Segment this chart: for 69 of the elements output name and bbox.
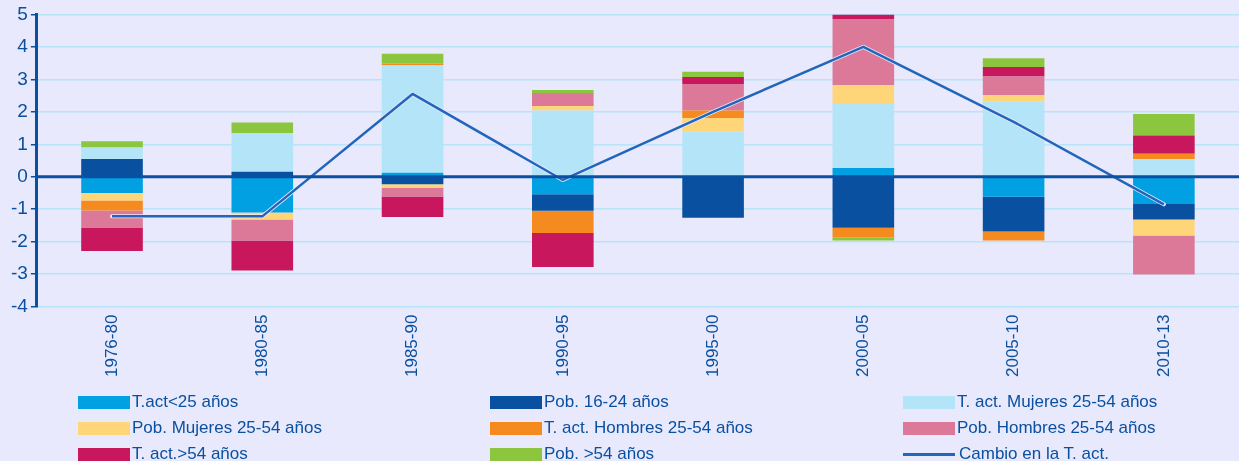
bar [381, 184, 444, 189]
legend-label: T. act.>54 años [132, 444, 248, 461]
x-tick-label: 1980-85 [251, 314, 271, 377]
bar [532, 232, 594, 267]
legend-label: Cambio en la T. act. [959, 444, 1109, 461]
bar [682, 77, 744, 84]
bar [532, 194, 594, 211]
bar [1133, 235, 1195, 275]
bar [81, 147, 143, 159]
bar [231, 177, 294, 213]
bar [532, 177, 594, 195]
bar [532, 92, 594, 106]
bar [982, 67, 1045, 77]
x-tick-label: 1995-00 [702, 314, 722, 377]
y-tick-label: 4 [17, 35, 29, 57]
bar [982, 177, 1045, 197]
x-tick-label: 2010-13 [1153, 314, 1173, 377]
bar [532, 210, 594, 233]
y-tick-label: -2 [10, 229, 28, 251]
legend-label: T.act<25 años [132, 392, 239, 412]
bar [81, 227, 143, 252]
legend-label: Pob. Hombres 25-54 años [957, 418, 1156, 438]
bar [1133, 135, 1195, 154]
y-tick-label: 1 [17, 132, 28, 154]
bar [1133, 158, 1195, 176]
bar [982, 196, 1045, 232]
x-tick-label: 1990-95 [552, 314, 572, 377]
bar [81, 192, 143, 201]
bar [381, 196, 444, 217]
x-tick-label: 1985-90 [402, 314, 422, 377]
bar [1133, 204, 1195, 220]
bar [982, 231, 1045, 241]
bar [532, 90, 594, 93]
y-tick-label: -3 [10, 262, 28, 284]
y-tick-label: 0 [17, 164, 28, 186]
bar [832, 237, 895, 241]
bar [982, 76, 1045, 96]
bar [1133, 114, 1195, 136]
bar [231, 219, 294, 241]
bar [832, 18, 895, 86]
y-tick-label: 2 [17, 100, 28, 122]
bar [81, 141, 143, 148]
bar [1133, 153, 1195, 159]
legend-label: Pob. Mujeres 25-54 años [132, 418, 322, 438]
bar [1133, 219, 1195, 236]
bar [682, 71, 744, 78]
bar [381, 53, 444, 64]
x-tick-label: 1976-80 [101, 314, 121, 377]
legend-label: Pob. 16-24 años [544, 392, 669, 412]
bar [81, 200, 143, 211]
y-tick-label: 5 [17, 2, 28, 24]
legend-label: T. act. Hombres 25-54 años [544, 418, 753, 438]
bar [832, 85, 895, 105]
x-tick-label: 2005-10 [1003, 314, 1023, 377]
bar [982, 95, 1045, 102]
bar [832, 227, 895, 238]
legend-label: Pob. >54 años [544, 444, 655, 461]
bar [231, 240, 294, 271]
bar [381, 188, 444, 197]
bar [231, 122, 294, 134]
y-tick-label: 3 [17, 67, 28, 89]
bar [532, 105, 594, 111]
y-tick-label: -1 [10, 197, 28, 219]
bar [682, 83, 744, 111]
y-tick-label: -4 [10, 294, 29, 316]
legend-label: T. act. Mujeres 25-54 años [957, 392, 1158, 412]
x-tick-label: 2000-05 [853, 314, 873, 377]
bar [982, 58, 1045, 67]
bar [81, 177, 143, 193]
